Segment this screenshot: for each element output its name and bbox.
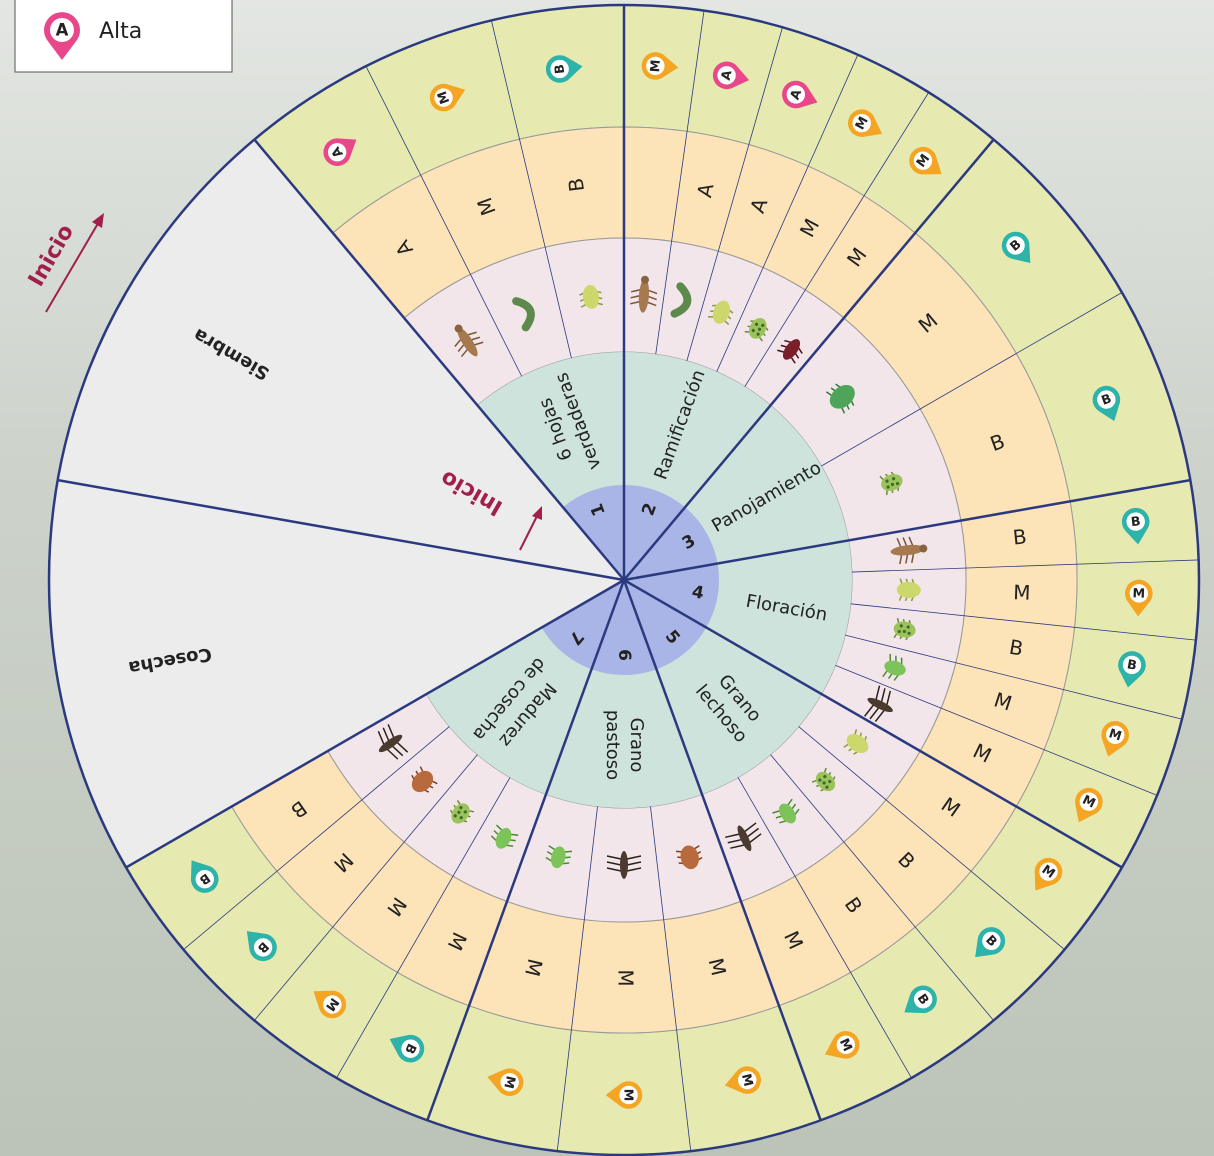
pin-letter: B <box>1130 513 1141 529</box>
level-label: B <box>564 177 589 193</box>
pin-letter: M <box>647 59 663 73</box>
pest-body <box>620 851 628 879</box>
legend-label: Alta <box>99 19 142 44</box>
pest-wheel: Alta AAMMBB6 hojasverdaderas1MAAAAMMMMRa… <box>0 0 1214 1156</box>
start-arrowhead <box>92 213 104 228</box>
start-label: Inicio <box>24 220 79 291</box>
pin-letter: M <box>622 1089 637 1102</box>
pin-letter: M <box>1132 585 1145 600</box>
level-label: B <box>1012 524 1028 549</box>
stage-name: pastoso <box>602 710 623 780</box>
stage-number: 6 <box>614 649 634 661</box>
level-label: M <box>614 969 638 986</box>
level-label: M <box>1013 580 1031 605</box>
pin-letter: A <box>56 20 69 39</box>
stage-name: Grano <box>626 718 647 773</box>
pin-letter: B <box>551 63 567 74</box>
page: Alta AAMMBB6 hojasverdaderas1MAAAAMMMMRa… <box>0 0 1214 1156</box>
